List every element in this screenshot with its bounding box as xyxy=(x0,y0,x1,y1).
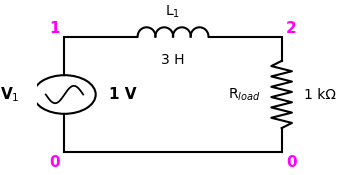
Text: 0: 0 xyxy=(286,155,297,170)
Text: 1 kΩ: 1 kΩ xyxy=(304,88,336,102)
Text: L$_1$: L$_1$ xyxy=(165,3,181,20)
Text: V$_1$: V$_1$ xyxy=(0,85,20,104)
Text: 1 V: 1 V xyxy=(109,87,137,102)
Text: R$_{load}$: R$_{load}$ xyxy=(228,86,261,103)
Text: 0: 0 xyxy=(50,155,60,170)
Text: 2: 2 xyxy=(286,21,297,36)
Text: 3 H: 3 H xyxy=(161,53,185,67)
Text: 1: 1 xyxy=(50,21,60,36)
